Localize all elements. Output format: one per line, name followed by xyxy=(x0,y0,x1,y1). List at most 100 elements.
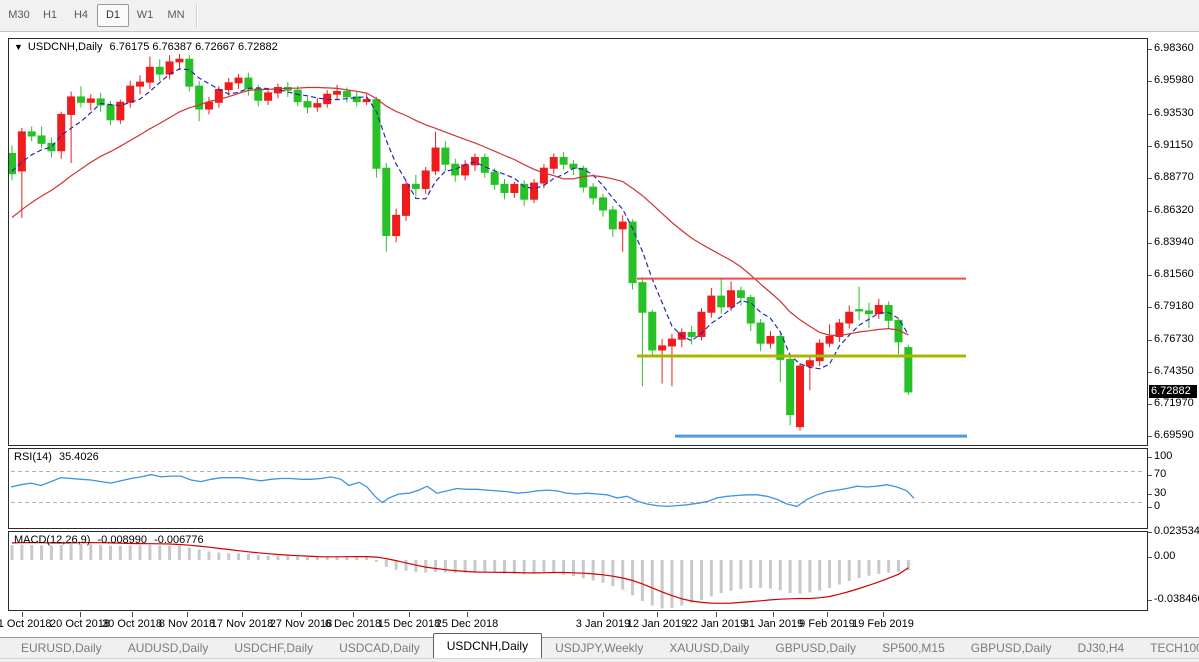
candle-body xyxy=(786,358,795,416)
price-axis-tick xyxy=(1148,80,1152,82)
candle-body xyxy=(224,82,233,91)
rsi-axis-label: 70 xyxy=(1154,468,1167,480)
macd-histogram-bar xyxy=(552,560,556,572)
macd-histogram-bar xyxy=(286,556,290,560)
macd-histogram-bar xyxy=(453,560,457,574)
rsi-chart[interactable] xyxy=(9,449,1147,528)
macd-histogram-bar xyxy=(10,545,14,560)
candle-body xyxy=(106,104,115,121)
candle-body xyxy=(608,209,617,230)
date-axis-tick xyxy=(22,612,23,617)
tab-usdcnh-daily[interactable]: USDCNH,Daily xyxy=(432,633,543,658)
macd-histogram-bar xyxy=(404,560,408,571)
macd-histogram-bar xyxy=(493,560,497,573)
macd-axis-tick xyxy=(1148,556,1152,558)
price-axis-label: 6.81560 xyxy=(1154,268,1194,281)
macd-histogram-bar xyxy=(562,560,566,575)
macd-histogram-bar xyxy=(532,560,536,574)
macd-histogram-bar xyxy=(443,560,447,573)
date-axis-label: 12 Jan 2019 xyxy=(626,618,688,630)
macd-histogram-bar xyxy=(424,560,428,573)
macd-signal-line[interactable] xyxy=(11,541,909,604)
tab-usdcad-daily[interactable]: USDCAD,Daily xyxy=(339,641,420,655)
tab-xauusd-daily[interactable]: XAUUSD,Daily xyxy=(669,641,750,655)
candle-body xyxy=(313,103,322,108)
candle-body xyxy=(185,58,194,87)
candle-body xyxy=(372,99,381,169)
candle-body xyxy=(894,319,903,343)
macd-histogram-bar xyxy=(227,553,231,560)
macd-histogram-bar xyxy=(867,560,871,576)
date-axis-label: 30 Oct 2018 xyxy=(102,618,162,630)
candle-body xyxy=(756,322,765,344)
macd-histogram-bar xyxy=(631,560,635,596)
price-axis-label: 6.88770 xyxy=(1154,171,1194,184)
tab-usdjpy-weekly[interactable]: USDJPY,Weekly xyxy=(555,641,644,655)
macd-histogram-bar xyxy=(30,544,34,560)
candle-body xyxy=(480,156,489,173)
timeframe-button-h4[interactable]: H4 xyxy=(73,9,89,21)
macd-indicator-panel[interactable]: MACD(12,26,9) -0.008990 -0.006776 xyxy=(8,531,1148,611)
ma-slow-line[interactable] xyxy=(11,86,909,337)
tab-gbpusd-daily[interactable]: GBPUSD,Daily xyxy=(775,641,857,655)
candle-body xyxy=(9,152,16,175)
tab-gbpusd-daily[interactable]: GBPUSD,Daily xyxy=(970,641,1052,655)
candle-body xyxy=(845,311,854,324)
date-axis-tick xyxy=(187,612,188,617)
candle-body xyxy=(155,66,164,75)
price-chart-panel[interactable]: ▼ USDCNH,Daily 6.76175 6.76387 6.72667 6.… xyxy=(8,38,1148,446)
candle-body xyxy=(746,296,755,324)
candle-body xyxy=(825,335,834,344)
tab-dj30-h4[interactable]: DJ30,H4 xyxy=(1077,641,1125,655)
tab-audusd-daily[interactable]: AUDUSD,Daily xyxy=(127,641,209,655)
macd-histogram-bar xyxy=(99,544,103,560)
tab-sp500-m15[interactable]: SP500,M15 xyxy=(882,641,945,655)
rsi-line[interactable] xyxy=(10,473,915,508)
macd-histogram-bar xyxy=(207,551,211,560)
date-axis-tick xyxy=(80,612,81,617)
candle-body xyxy=(815,342,824,362)
macd-histogram-bar xyxy=(591,560,595,581)
candle-body xyxy=(559,156,568,165)
timeframe-button-w1[interactable]: W1 xyxy=(136,9,154,21)
candle-body xyxy=(411,183,420,189)
tab-eurusd-daily[interactable]: EURUSD,Daily xyxy=(21,641,102,655)
timeframe-button-h1[interactable]: H1 xyxy=(42,9,58,21)
date-axis-label: 8 Nov 2018 xyxy=(158,618,216,630)
tab-tech100-[interactable]: TECH100, xyxy=(1150,641,1199,655)
price-axis-label: 6.83940 xyxy=(1154,236,1194,249)
candle-body xyxy=(234,77,243,84)
timeframe-button-mn[interactable]: MN xyxy=(167,9,185,21)
date-axis-tick xyxy=(353,612,354,617)
macd-histogram-bar xyxy=(345,556,349,560)
symbol-dropdown-icon[interactable]: ▼ xyxy=(14,42,23,52)
price-axis-label: 6.79180 xyxy=(1154,300,1194,313)
candle-body xyxy=(47,142,56,152)
rsi-indicator-panel[interactable]: RSI(14) 35.4026 xyxy=(8,448,1148,529)
timeframe-button-m30[interactable]: M30 xyxy=(8,9,30,21)
macd-chart[interactable] xyxy=(9,532,1147,610)
price-axis-tick xyxy=(1148,371,1152,373)
tab-usdchf-daily[interactable]: USDCHF,Daily xyxy=(234,641,314,655)
price-axis-label: 6.74350 xyxy=(1154,365,1194,378)
price-axis-label: 6.95980 xyxy=(1154,74,1194,87)
macd-histogram-bar xyxy=(818,560,822,591)
date-axis-tick xyxy=(716,612,717,617)
price-axis-tick xyxy=(1148,113,1152,115)
date-axis-label: 3 Jan 2019 xyxy=(575,618,631,630)
macd-histogram-bar xyxy=(197,549,201,560)
candlestick-chart[interactable] xyxy=(9,39,1147,445)
macd-histogram-bar xyxy=(177,545,181,560)
candle-body xyxy=(530,182,539,200)
price-axis-tick xyxy=(1148,177,1152,179)
price-axis-label: 6.91150 xyxy=(1154,139,1193,152)
macd-axis-tick xyxy=(1148,531,1152,533)
timeframe-button-d1[interactable]: D1 xyxy=(97,4,129,27)
ma-fast-line[interactable] xyxy=(11,68,909,370)
macd-histogram-bar xyxy=(847,560,851,582)
macd-axis-label: 0.00 xyxy=(1154,550,1176,562)
macd-histogram-bar xyxy=(798,560,802,594)
price-axis-label: 6.71970 xyxy=(1154,397,1194,410)
